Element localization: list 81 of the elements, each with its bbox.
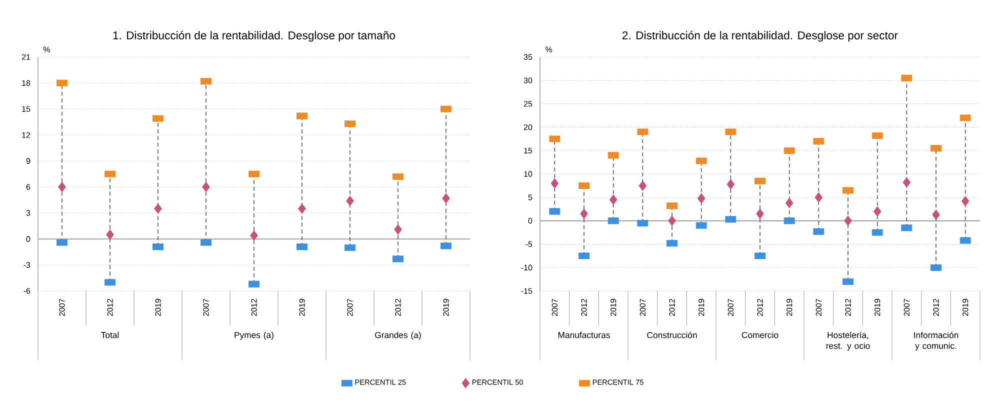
- point: [668, 216, 676, 226]
- point: [814, 192, 823, 202]
- x-tick-label: 2012: [933, 298, 939, 316]
- y-tick-label: 25: [524, 100, 532, 107]
- y-axis-title: %: [43, 46, 50, 52]
- text: Información y comunic.: [914, 332, 958, 351]
- point: [726, 179, 735, 190]
- y-tick-label: 12: [22, 132, 30, 138]
- x-tick-label: 2007: [904, 298, 910, 316]
- point: [697, 193, 706, 204]
- x-tick-label: 2019: [786, 298, 792, 316]
- x-tick-label: 2007: [816, 298, 822, 316]
- point: [638, 180, 647, 191]
- x-tick-label: 2019: [698, 298, 704, 316]
- y-tick-label: 20: [524, 124, 532, 130]
- chart-title: 1. Distribucción de la rentabilidad. Desglose por tamaño: [113, 30, 396, 42]
- point: [442, 193, 450, 204]
- point: [394, 224, 402, 235]
- y-tick-label: 15: [524, 148, 532, 154]
- y-tick-label: 35: [524, 54, 532, 60]
- x-tick-label: 2012: [581, 298, 587, 316]
- point: [58, 182, 66, 192]
- point: [580, 208, 588, 219]
- point: [902, 177, 911, 188]
- y-tick-label: 15: [22, 106, 30, 112]
- x-tick-label: 2012: [251, 298, 257, 316]
- x-tick-label: 2019: [155, 298, 161, 316]
- x-tick-label: 2012: [107, 298, 113, 316]
- y-tick-label: 6: [26, 184, 30, 190]
- x-tick-label: 2007: [728, 298, 734, 316]
- x-tick-label: 2007: [347, 298, 353, 316]
- x-tick-label: 2007: [59, 298, 65, 316]
- point: [250, 230, 258, 241]
- point: [756, 208, 764, 219]
- x-tick-label: 2019: [610, 298, 616, 316]
- text: Manufacturas: [558, 332, 610, 338]
- text: Grandes (a): [375, 332, 421, 340]
- point: [106, 230, 114, 240]
- point: [154, 204, 162, 214]
- x-tick-label: 2019: [299, 298, 305, 316]
- y-tick-label: 9: [26, 158, 30, 164]
- y-tick-label: 30: [524, 78, 532, 84]
- x-tick-label: 2007: [552, 298, 558, 316]
- point: [873, 206, 882, 217]
- y-tick-label: -5: [526, 241, 532, 247]
- y-tick-label: -15: [521, 288, 532, 294]
- y-axis-title: %: [546, 46, 552, 52]
- x-tick-label: 2012: [669, 298, 675, 316]
- y-tick-label: 10: [524, 171, 532, 177]
- point: [550, 178, 559, 188]
- y-tick-label: -10: [521, 264, 532, 270]
- text: Comercio: [742, 332, 778, 338]
- point: [202, 182, 210, 192]
- point: [844, 216, 852, 226]
- point: [785, 198, 794, 208]
- x-tick-label: 2007: [640, 298, 646, 316]
- y-tick-label: -3: [24, 262, 30, 268]
- point: [961, 196, 970, 206]
- x-tick-label: 2019: [962, 298, 968, 316]
- x-tick-label: 2012: [845, 298, 851, 316]
- point: [298, 204, 306, 214]
- y-tick-label: 21: [22, 54, 30, 60]
- y-tick-label: 3: [26, 210, 30, 216]
- y-tick-label: 18: [22, 80, 30, 86]
- x-tick-label: 2012: [757, 298, 763, 316]
- point: [609, 194, 618, 205]
- y-tick-label: 0: [528, 218, 532, 224]
- point: [932, 210, 940, 220]
- x-tick-label: 2019: [874, 298, 880, 316]
- text: Total: [101, 332, 119, 338]
- text: Hostelería, rest. y ocio: [826, 332, 870, 351]
- x-tick-label: 2007: [203, 298, 209, 316]
- chart-title: 2. Distribucción de la rentabilidad. Desglose por sector: [622, 30, 898, 42]
- text: Construcción: [647, 332, 697, 338]
- x-tick-label: 2019: [443, 298, 449, 316]
- text: Pymes (a): [234, 332, 274, 340]
- point: [346, 196, 354, 206]
- y-tick-label: -6: [24, 288, 30, 294]
- y-tick-label: 0: [26, 236, 30, 242]
- y-tick-label: 5: [528, 194, 532, 200]
- x-tick-label: 2012: [395, 298, 401, 316]
